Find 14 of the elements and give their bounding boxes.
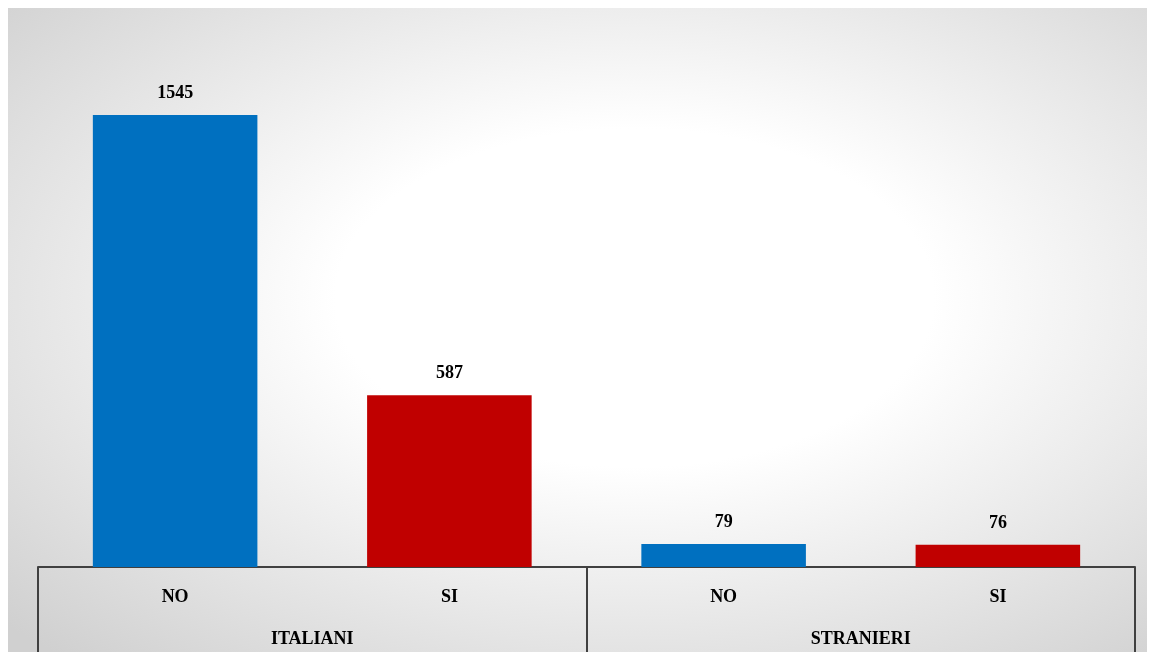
data-label: 1545 [157,82,194,102]
data-label: 76 [988,511,1007,532]
bar [915,544,1081,567]
bar [641,543,806,567]
bar [92,115,258,567]
text: ITALIANI [270,628,354,648]
x-tick-label: NO [161,586,189,606]
text: STRANIERI [810,628,911,648]
bar [367,395,532,567]
x-tick-label: SI [440,586,458,606]
x-tick-label: NO [710,586,738,606]
data-label: 587 [435,362,463,383]
x-tick-label: SI [989,586,1007,606]
data-label: 79 [714,510,733,531]
